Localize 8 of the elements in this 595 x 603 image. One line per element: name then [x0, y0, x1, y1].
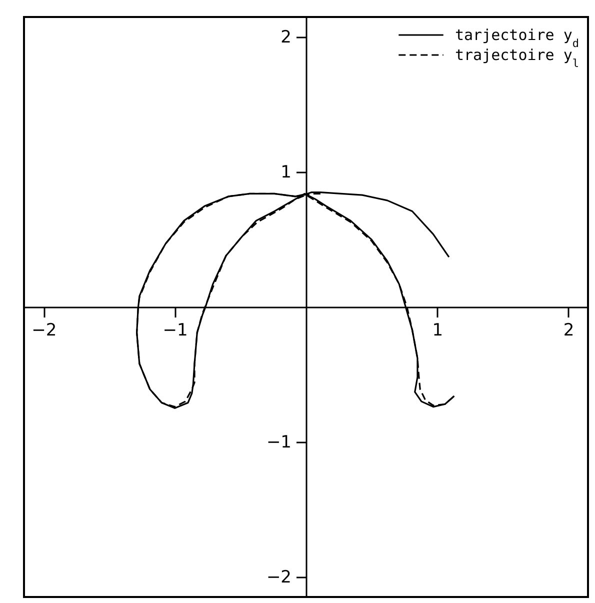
y-tick-label: 2	[280, 28, 292, 48]
x-tick-label: 1	[432, 320, 444, 340]
y-tick-label: −1	[266, 432, 292, 452]
x-tick-label: −1	[162, 320, 188, 340]
x-tick-label: −2	[32, 320, 57, 340]
y-tick-label: −2	[266, 567, 292, 588]
x-tick-label: 2	[563, 320, 574, 340]
y-tick-label: 1	[280, 162, 292, 183]
